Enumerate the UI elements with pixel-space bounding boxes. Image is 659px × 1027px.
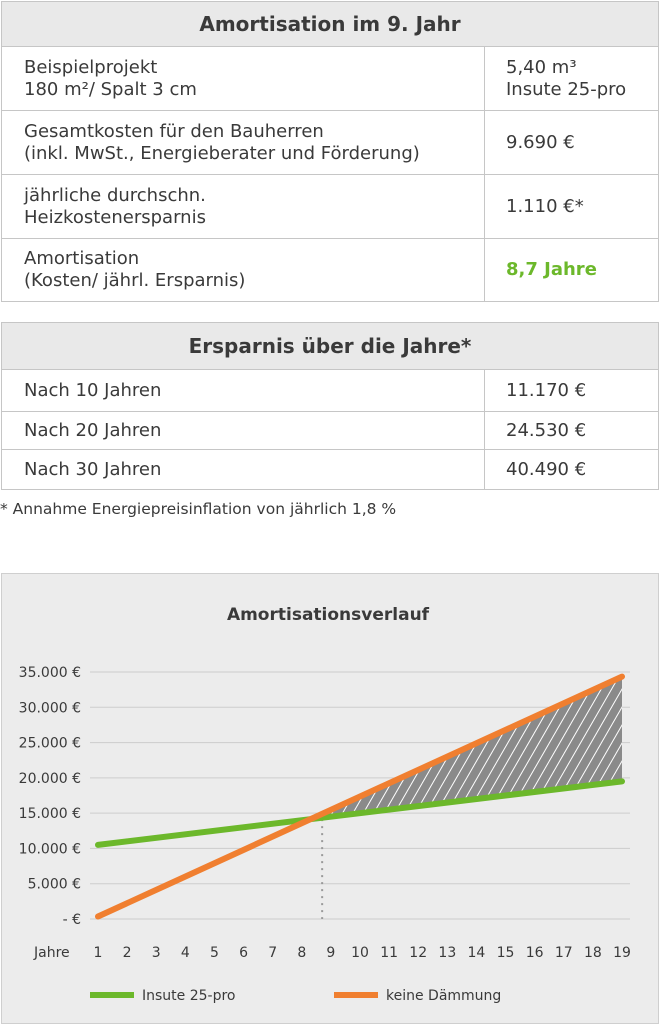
row-label: Nach 20 Jahren xyxy=(1,411,485,450)
row-value-line: 9.690 € xyxy=(506,131,575,153)
footnote: * Annahme Energiepreisinflation von jähr… xyxy=(0,500,397,518)
row-label-line: Gesamtkosten für den Bauherren xyxy=(24,120,324,142)
row-label-line: jährliche durchschn. xyxy=(24,184,206,206)
x-tick-label: 6 xyxy=(239,945,248,961)
x-tick-label: 9 xyxy=(326,945,335,961)
row-value: 1.110 €* xyxy=(484,174,659,239)
row-label-line: Beispielprojekt xyxy=(24,56,158,78)
chart-title: Amortisationsverlauf xyxy=(227,605,430,625)
x-tick-label: 18 xyxy=(584,945,602,961)
amortisation-table: Amortisation im 9. Jahr Beispielprojekt … xyxy=(1,1,659,302)
x-tick-label: 2 xyxy=(123,945,132,961)
x-tick-label: 12 xyxy=(409,945,427,961)
x-tick-label: 11 xyxy=(380,945,398,961)
legend-label: Insute 25-pro xyxy=(142,988,236,1004)
table-row: Gesamtkosten für den Bauherren (inkl. Mw… xyxy=(1,110,659,175)
row-label-line: Amortisation xyxy=(24,248,140,269)
row-value: 8,7 Jahre xyxy=(484,238,659,302)
x-axis-label: Jahre xyxy=(33,945,70,961)
x-tick-label: 15 xyxy=(497,945,515,961)
row-value-line: 5,40 m³ xyxy=(506,56,577,78)
row-value: 9.690 € xyxy=(484,110,659,175)
row-label: jährliche durchschn. Heizkostenersparnis xyxy=(1,174,485,239)
y-tick-label: 20.000 € xyxy=(19,771,81,787)
savings-table: Ersparnis über die Jahre* Nach 10 Jahren… xyxy=(1,322,659,490)
x-tick-label: 16 xyxy=(526,945,544,961)
row-value: 24.530 € xyxy=(484,411,659,450)
legend-label: keine Dämmung xyxy=(386,988,501,1004)
y-tick-label: 30.000 € xyxy=(19,700,81,716)
row-label-line: (inkl. MwSt., Energieberater und Förderu… xyxy=(24,142,420,164)
x-tick-label: 4 xyxy=(181,945,190,961)
x-tick-label: 1 xyxy=(94,945,103,961)
row-label-line: Heizkostenersparnis xyxy=(24,206,206,228)
row-label: Gesamtkosten für den Bauherren (inkl. Mw… xyxy=(1,110,485,175)
row-value: 5,40 m³ Insute 25-pro xyxy=(484,46,659,111)
row-label: Beispielprojekt 180 m²/ Spalt 3 cm xyxy=(1,46,485,111)
x-tick-label: 10 xyxy=(351,945,369,961)
row-label: Amortisation (Kosten/ jährl. Ersparnis) xyxy=(1,238,485,302)
amortisation-value: 8,7 Jahre xyxy=(506,259,597,280)
table-row: Nach 10 Jahren 11.170 € xyxy=(1,369,659,412)
x-tick-label: 14 xyxy=(468,945,486,961)
table-row: Amortisation (Kosten/ jährl. Ersparnis) … xyxy=(1,238,659,302)
x-tick-label: 3 xyxy=(152,945,161,961)
row-value-line: Insute 25-pro xyxy=(506,78,627,100)
x-tick-label: 8 xyxy=(297,945,306,961)
amortisation-table-title: Amortisation im 9. Jahr xyxy=(1,1,659,47)
chart-container: Amortisationsverlauf - € 5.000 € 10.000 € 1… xyxy=(1,573,659,1024)
x-tick-label: 19 xyxy=(613,945,631,961)
x-tick-label: 7 xyxy=(268,945,277,961)
table-row: Beispielprojekt 180 m²/ Spalt 3 cm 5,40 … xyxy=(1,46,659,111)
x-tick-label: 17 xyxy=(555,945,573,961)
row-label-line: 180 m²/ Spalt 3 cm xyxy=(24,78,197,100)
row-label: Nach 10 Jahren xyxy=(1,369,485,412)
row-value: 40.490 € xyxy=(484,449,659,490)
row-label-line: (Kosten/ jährl. Ersparnis) xyxy=(24,270,246,291)
table-row: Nach 20 Jahren 24.530 € xyxy=(1,411,659,450)
savings-table-title: Ersparnis über die Jahre* xyxy=(1,322,659,370)
series-line-keine-daemmung xyxy=(95,673,625,920)
x-tick-label: 5 xyxy=(210,945,219,961)
row-label: Nach 30 Jahren xyxy=(1,449,485,490)
y-tick-label: 25.000 € xyxy=(19,736,81,752)
table-row: jährliche durchschn. Heizkostenersparnis… xyxy=(1,174,659,239)
row-value-line: 1.110 €* xyxy=(506,195,584,217)
y-tick-label: 5.000 € xyxy=(28,877,81,893)
row-value: 11.170 € xyxy=(484,369,659,412)
y-tick-label: 10.000 € xyxy=(19,841,81,857)
amortisation-chart: Amortisationsverlauf - € 5.000 € 10.000 € 1… xyxy=(19,605,631,1004)
table-row: Nach 30 Jahren 40.490 € xyxy=(1,449,659,490)
y-tick-label: 15.000 € xyxy=(19,806,81,822)
x-tick-label: 13 xyxy=(438,945,456,961)
series-line-insute xyxy=(95,778,625,848)
y-tick-label: 35.000 € xyxy=(19,665,81,681)
y-tick-label: - € xyxy=(63,912,81,928)
